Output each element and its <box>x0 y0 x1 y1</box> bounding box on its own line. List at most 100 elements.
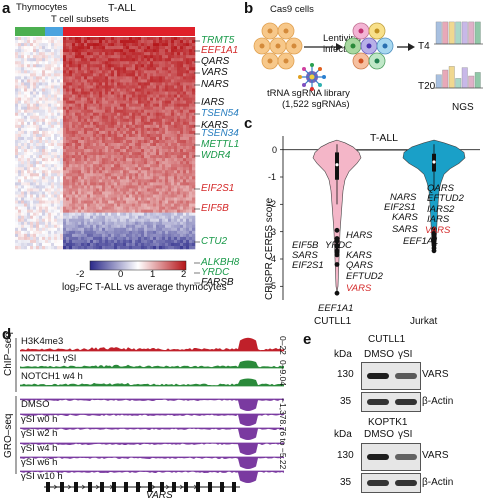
gene-marker-lines <box>194 40 200 284</box>
e-band-target <box>395 454 417 460</box>
d-gene-label: VARS <box>146 490 173 501</box>
e-loading-label-1: β-Actin <box>422 477 454 488</box>
d-gene-exon <box>60 482 64 492</box>
d-gene-exon <box>88 482 92 492</box>
gene-label-trmt5: TRMT5 <box>201 35 235 46</box>
d-gene-exon <box>172 482 176 492</box>
c-gene-cutll1-sars: SARS <box>292 250 318 261</box>
group-label-thymocytes: Thymocytes <box>16 2 68 13</box>
c-point-cutll1 <box>334 262 340 267</box>
gene-label-wdr4: WDR4 <box>201 150 231 161</box>
group-label-t-all: T-ALL <box>108 2 137 14</box>
c-category-cutll1: CUTLL1 <box>314 316 352 327</box>
d-gene-exon <box>74 482 78 492</box>
c-gene-jurkat-qars: QARS <box>427 183 454 194</box>
e-kda-label-1: kDa <box>334 429 352 440</box>
c-point-jurkat <box>431 226 437 232</box>
heatmap-matrix <box>15 37 196 250</box>
group-bar-t-all <box>63 27 195 36</box>
e-lane-gsi-0: γSI <box>398 349 413 360</box>
c-category-jurkat: Jurkat <box>410 316 438 327</box>
panel-d-label: d <box>2 326 12 343</box>
e-band-loading <box>395 480 417 486</box>
gene-label-nars: NARS <box>201 79 229 90</box>
d-gro-track-2 <box>20 428 284 440</box>
e-blot-loading-0 <box>361 392 421 412</box>
e-kda-130-0: 130 <box>337 369 354 380</box>
gene-label-ctu2: CTU2 <box>201 236 228 247</box>
group-bar-thymocytes <box>15 27 45 36</box>
c-gene-cutll1-eif2s1: EIF2S1 <box>292 260 324 271</box>
c-gene-cutll1-kars: KARS <box>346 250 372 261</box>
e-band-target <box>367 454 389 460</box>
gene-label-mettl1: METTL1 <box>201 139 240 150</box>
library-count: (1,522 sgRNAs) <box>282 99 350 110</box>
c-ytick-5: -5 <box>268 281 277 292</box>
cas9-cells-label: Cas9 cells <box>270 4 314 15</box>
c-point-cutll1 <box>334 290 340 296</box>
c-gene-cutll1-vars: VARS <box>346 283 372 294</box>
d-gene-exon <box>196 482 200 492</box>
panel-a-label: a <box>2 0 11 17</box>
scale-tick-1: 1 <box>150 269 156 280</box>
c-bracket-label: T-ALL <box>370 132 399 144</box>
e-band-target <box>367 373 389 379</box>
d-chip-scale-1: 0–22 <box>278 336 288 355</box>
d-gro-label-1: γSI w0 h <box>21 414 58 425</box>
c-ytick-0: 0 <box>272 144 278 155</box>
c-point-cutll1 <box>334 227 340 233</box>
c-ytick-1: -1 <box>268 172 277 182</box>
c-ytick-2: -2 <box>268 199 277 210</box>
e-band-loading <box>395 399 417 405</box>
gene-label-vars: VARS <box>201 67 228 78</box>
panel-c-label: c <box>244 115 253 132</box>
d-gene-exon <box>46 482 50 492</box>
c-point-jurkat <box>431 248 437 254</box>
d-gro-label-3: γSI w4 h <box>21 443 58 454</box>
e-band-target <box>395 373 417 379</box>
c-ytick-3: -3 <box>268 226 277 237</box>
gene-label-eif5b: EIF5B <box>201 203 229 214</box>
c-gene-cutll1-hars: HARS <box>346 230 373 241</box>
e-kda-label-0: kDa <box>334 349 352 360</box>
infected-cell-cluster <box>344 22 394 70</box>
c-gene-cutll1-eef1a1: EEF1A1 <box>318 303 354 314</box>
c-median-jurkat <box>432 160 436 164</box>
e-kda-35-1: 35 <box>340 477 352 488</box>
group-label-t-cell-subsets: T cell subsets <box>51 14 109 25</box>
gene-label-iars: IARS <box>201 97 225 108</box>
cas9-cell-cluster <box>253 22 303 70</box>
d-gene-exon <box>136 482 140 492</box>
c-gene-cutll1-eftud2: EFTUD2 <box>346 271 383 282</box>
d-gene-exon <box>112 482 116 492</box>
d-chip-track-2 <box>20 378 284 386</box>
e-kda-35-0: 35 <box>340 396 352 407</box>
e-cell-line-0: CUTLL1 <box>368 334 406 345</box>
d-chip-label-0: H3K4me3 <box>21 336 64 347</box>
c-gene-cutll1-yrdc: YRDC <box>325 240 352 251</box>
scale-tick-2: 2 <box>181 269 187 280</box>
lentiviral-infection-label: Lentiviral infection <box>323 33 362 55</box>
e-target-label-1: VARS <box>422 450 449 461</box>
d-chip-track-0 <box>20 337 284 351</box>
gene-label-eef1a1: EEF1A1 <box>201 45 239 56</box>
gene-label-alkbh8: ALKBH8 <box>201 257 240 268</box>
gene-label-farsb: FARSB <box>201 277 234 288</box>
d-gro-label-5: γSI w10 h <box>21 471 63 482</box>
e-band-loading <box>367 399 389 405</box>
d-gene-exon <box>232 482 236 492</box>
d-gene-exon <box>184 482 188 492</box>
d-gene-exon <box>160 482 164 492</box>
gene-label-tsen54: TSEN54 <box>201 108 239 119</box>
c-point-cutll1 <box>334 252 340 258</box>
d-gro-track-4 <box>20 457 284 469</box>
e-lane-dmso-0: DMSO <box>364 349 394 360</box>
c-gene-jurkat-nars: NARS <box>390 192 417 203</box>
d-chip-label-1: NOTCH1 γSI <box>21 353 77 364</box>
scale-tick-0: 0 <box>118 269 124 280</box>
c-point-cutll1 <box>334 244 340 250</box>
e-target-label-0: VARS <box>422 369 449 380</box>
gene-label-kars: KARS <box>201 120 229 131</box>
